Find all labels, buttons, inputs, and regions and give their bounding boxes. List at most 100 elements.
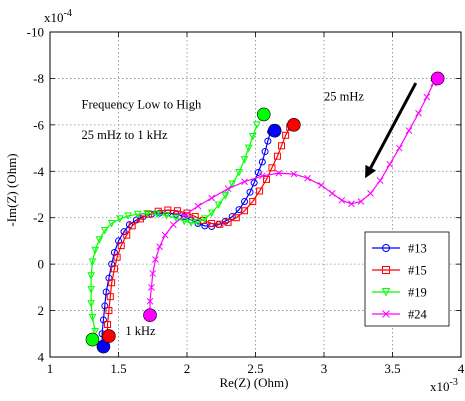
annotation-text: 25 mHz bbox=[324, 89, 364, 103]
annotation-text: Frequency Low to High bbox=[82, 98, 203, 112]
data-point bbox=[162, 211, 171, 220]
data-point bbox=[117, 242, 125, 250]
data-point bbox=[348, 200, 355, 208]
data-point bbox=[194, 218, 202, 227]
data-point bbox=[381, 288, 391, 297]
data-point bbox=[149, 270, 157, 277]
data-point bbox=[235, 206, 243, 214]
legend-box bbox=[364, 231, 450, 327]
data-point bbox=[262, 175, 270, 183]
data-point bbox=[87, 272, 95, 280]
data-point bbox=[128, 222, 136, 230]
y-tick-label: 0 bbox=[38, 257, 45, 272]
y-tick-label: -8 bbox=[33, 71, 44, 86]
series-line bbox=[101, 131, 272, 346]
x-tick-label: 1 bbox=[47, 361, 54, 376]
x-tick-label: 4 bbox=[458, 361, 465, 376]
data-point bbox=[235, 168, 243, 177]
series-n19 bbox=[85, 107, 271, 347]
y-tick-label: -10 bbox=[27, 25, 44, 40]
legend-label: #19 bbox=[408, 286, 427, 300]
data-point bbox=[208, 220, 216, 228]
legend-label: #24 bbox=[408, 308, 428, 322]
data-point bbox=[207, 209, 216, 218]
x-axis-label: Re(Z) (Ohm) bbox=[220, 375, 289, 390]
data-point bbox=[240, 156, 249, 164]
data-point bbox=[376, 177, 384, 184]
endpoint-marker bbox=[267, 123, 282, 138]
endpoint-marker bbox=[143, 308, 157, 323]
annotation-text: 25 mHz to 1 kHz bbox=[82, 128, 169, 142]
data-point bbox=[405, 127, 413, 135]
data-point bbox=[232, 214, 240, 222]
data-point bbox=[258, 158, 266, 166]
data-point bbox=[180, 212, 188, 219]
series-line bbox=[90, 124, 258, 332]
legend-item: #13 bbox=[372, 242, 427, 256]
data-point bbox=[105, 307, 113, 315]
data-point bbox=[136, 215, 144, 223]
y-tick-label: 4 bbox=[38, 350, 45, 365]
annotation-text: 1 kHz bbox=[125, 324, 156, 338]
data-point bbox=[382, 266, 390, 274]
legend: #13 #15 #19 #24 bbox=[364, 231, 450, 327]
data-point bbox=[108, 279, 116, 287]
data-point bbox=[216, 220, 224, 228]
arrow-annotation bbox=[365, 82, 418, 179]
data-point bbox=[91, 327, 100, 336]
data-point bbox=[241, 207, 249, 215]
data-point bbox=[250, 179, 258, 187]
data-point bbox=[278, 142, 286, 150]
x-tick-label: 3 bbox=[321, 361, 328, 376]
series-n15 bbox=[102, 118, 301, 343]
data-point bbox=[423, 93, 431, 101]
legend-label: #13 bbox=[408, 242, 427, 256]
data-point bbox=[249, 197, 257, 205]
data-point bbox=[268, 164, 276, 172]
data-point bbox=[106, 293, 114, 301]
data-point bbox=[152, 256, 159, 263]
legend-item: #24 bbox=[372, 308, 428, 322]
series-layer bbox=[85, 71, 445, 354]
data-point bbox=[107, 220, 116, 228]
data-point bbox=[169, 221, 177, 229]
arrow-head bbox=[365, 164, 377, 179]
data-point bbox=[172, 214, 180, 223]
data-point bbox=[101, 302, 109, 310]
data-point bbox=[187, 219, 195, 227]
x-tick-label: 1.5 bbox=[110, 361, 126, 376]
data-point bbox=[382, 244, 390, 252]
data-point bbox=[395, 144, 403, 152]
y-tick-label: 2 bbox=[38, 303, 45, 318]
data-point bbox=[95, 236, 104, 244]
data-point bbox=[290, 170, 298, 178]
legend-item: #19 bbox=[372, 286, 427, 300]
data-point bbox=[113, 253, 121, 261]
data-point bbox=[246, 188, 254, 196]
tick-labels: 1 1.5 2 2.5 3 3.5 4 -10 -8 -6 -4 -2 0 2 4 bbox=[27, 25, 465, 377]
data-point bbox=[282, 131, 290, 139]
data-point bbox=[161, 231, 169, 239]
y-tick-label: -2 bbox=[33, 210, 44, 225]
data-point bbox=[194, 202, 202, 210]
legend-item: #15 bbox=[372, 264, 427, 278]
y-exponent-label: x10-4 bbox=[44, 8, 72, 25]
x-tick-label: 2 bbox=[184, 361, 191, 376]
data-point bbox=[415, 109, 422, 117]
endpoint-marker bbox=[85, 332, 100, 347]
data-point bbox=[338, 196, 346, 204]
data-point bbox=[214, 201, 223, 210]
data-point bbox=[201, 215, 209, 223]
data-point bbox=[248, 132, 257, 141]
arrow-shaft bbox=[369, 82, 418, 169]
data-point bbox=[228, 180, 237, 189]
data-point bbox=[133, 210, 142, 219]
series-line bbox=[149, 82, 435, 316]
endpoint-marker bbox=[102, 329, 116, 343]
y-tick-label: -4 bbox=[33, 164, 44, 179]
data-point bbox=[102, 288, 110, 296]
data-point bbox=[148, 284, 155, 291]
data-point bbox=[123, 231, 131, 239]
data-point bbox=[99, 316, 107, 324]
